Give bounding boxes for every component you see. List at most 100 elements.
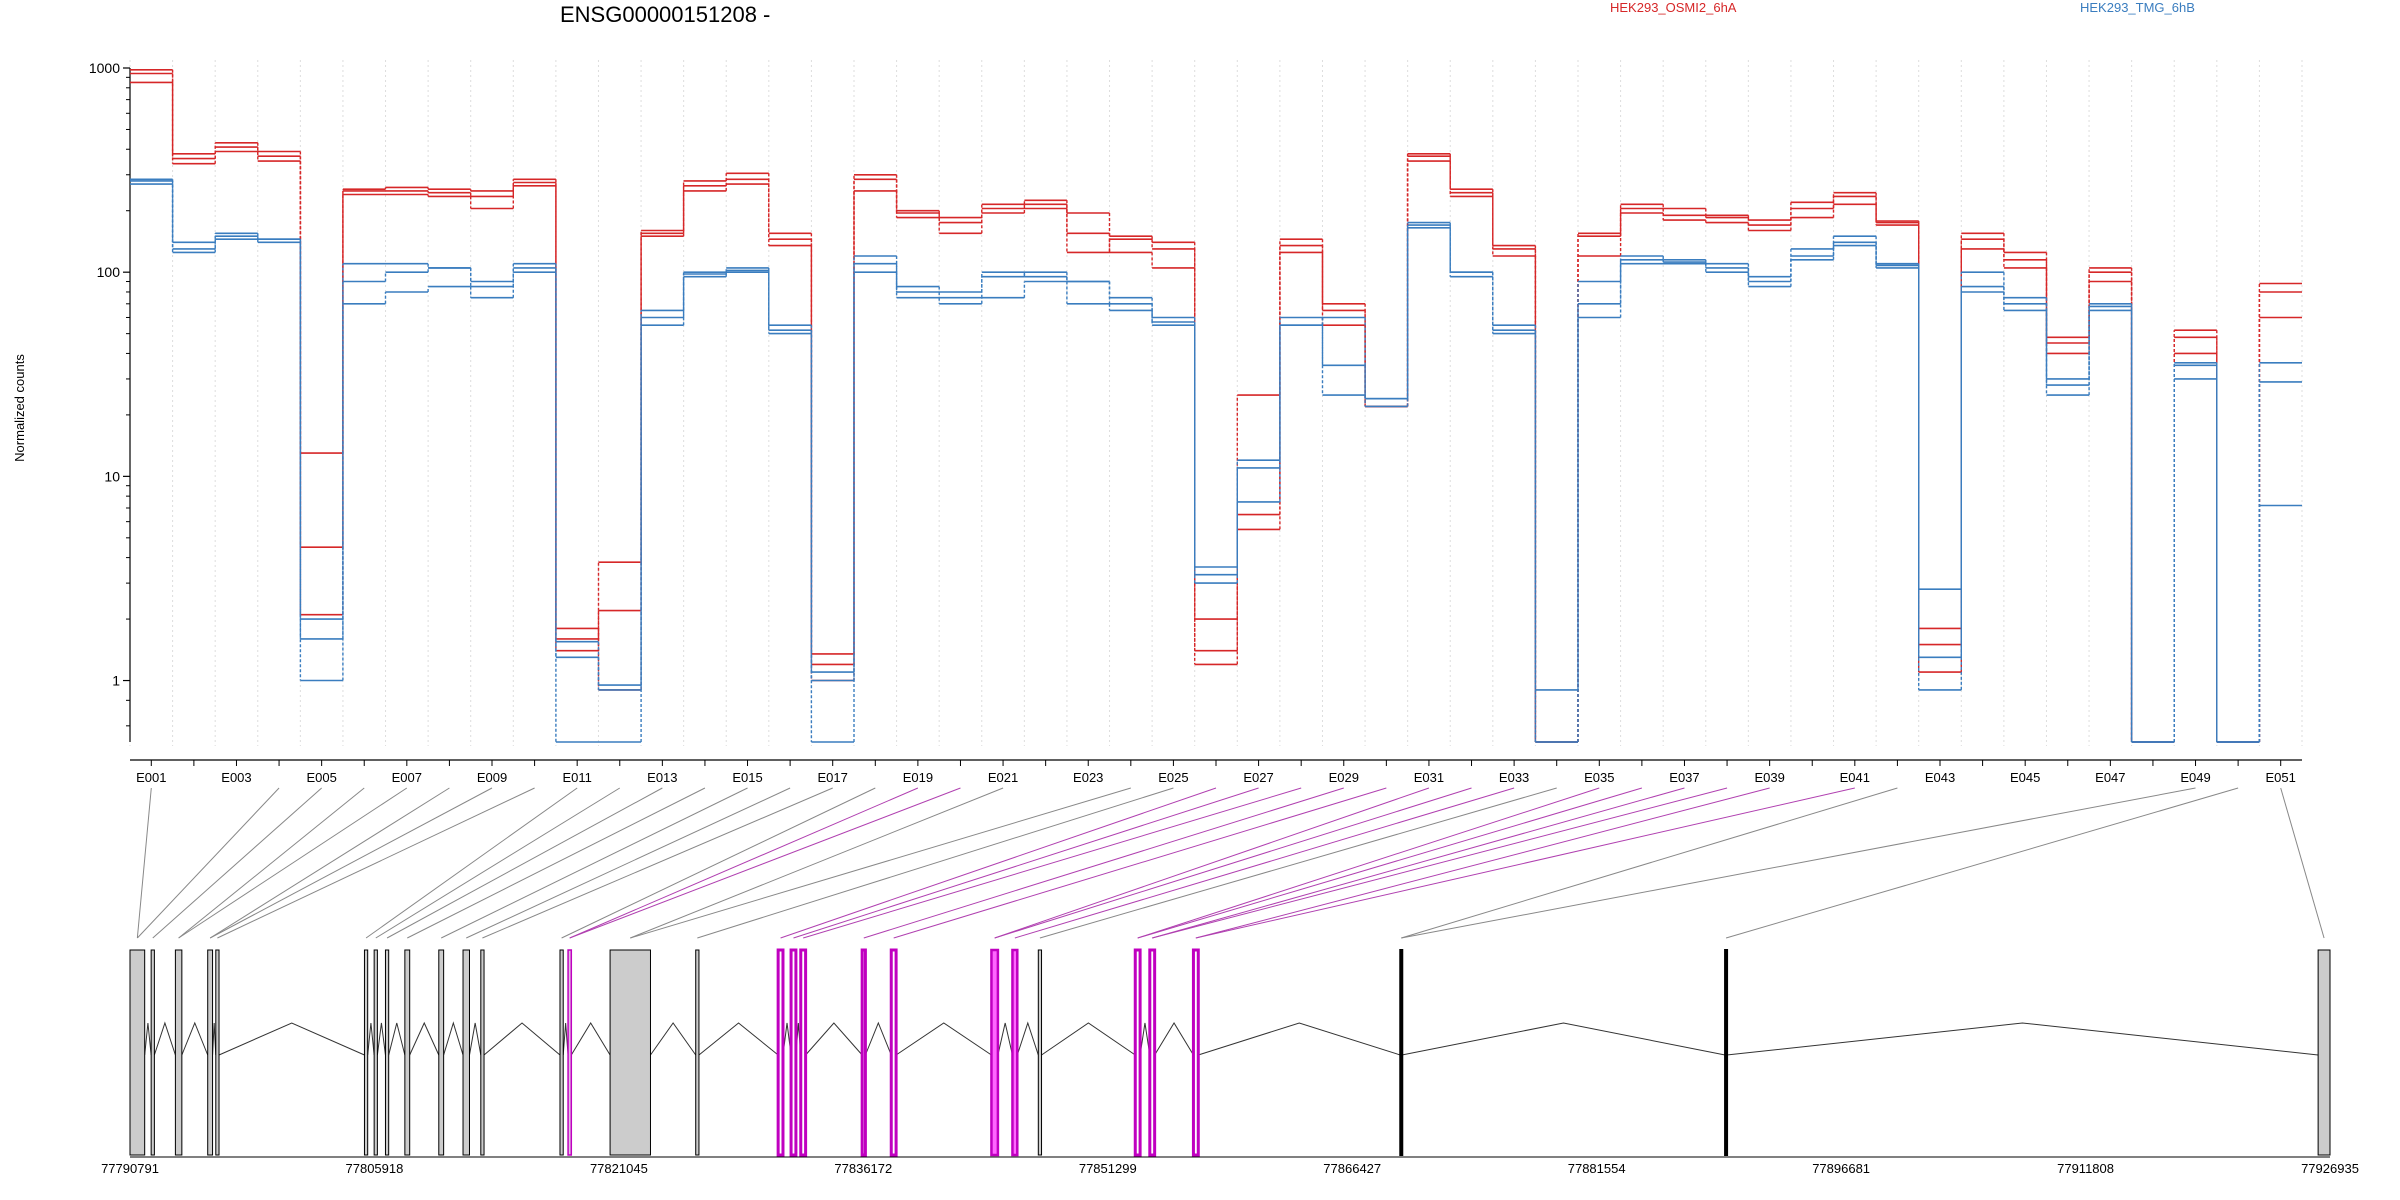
bin-connector xyxy=(994,787,1430,939)
bin-connector xyxy=(1401,787,1898,939)
bin-connector xyxy=(365,787,578,939)
series-line-2 xyxy=(130,69,2302,743)
genomic-tick-label: 77851299 xyxy=(1079,1161,1137,1176)
x-tick-label: E037 xyxy=(1669,770,1699,785)
exon-block xyxy=(150,949,155,1156)
exon-block xyxy=(860,948,867,1157)
intron-line xyxy=(562,1022,569,1056)
genomic-tick-label: 77896681 xyxy=(1812,1161,1870,1176)
intron-line xyxy=(153,1021,176,1056)
series-line-1 xyxy=(130,81,2302,743)
bin-connector xyxy=(466,787,791,939)
exon-block xyxy=(990,948,1000,1157)
exon-block xyxy=(799,948,808,1157)
axes: 1 10 100 1000 E001 E003 E005 E007 E009 E011 E013 E0… xyxy=(89,60,2302,785)
series-line-0 xyxy=(130,72,2302,743)
genomic-tick-label: 77821045 xyxy=(590,1161,648,1176)
exon-block xyxy=(384,949,390,1156)
exon-block xyxy=(567,949,573,1156)
bin-connector xyxy=(209,787,493,939)
x-tick-label: E001 xyxy=(136,770,166,785)
series-line-4 xyxy=(130,183,2302,743)
exon-block xyxy=(480,949,485,1156)
x-tick-label: E013 xyxy=(647,770,677,785)
intron-line xyxy=(895,1022,992,1056)
series-line-3 xyxy=(130,180,2302,743)
bin-connector xyxy=(893,787,1387,939)
intron-line xyxy=(1154,1022,1194,1056)
bin-connector xyxy=(440,787,748,939)
x-tick-label: E019 xyxy=(903,770,933,785)
series-connector-0 xyxy=(171,73,2261,742)
intron-line xyxy=(409,1021,440,1056)
x-tick-label: E033 xyxy=(1499,770,1529,785)
exon-block xyxy=(1037,949,1043,1156)
intron-line xyxy=(1139,1022,1151,1056)
bin-connector xyxy=(2280,787,2325,939)
x-tick-label: E045 xyxy=(2010,770,2040,785)
x-tick-label: E047 xyxy=(2095,770,2125,785)
bin-connector xyxy=(217,787,535,939)
series-line-5 xyxy=(130,178,2302,743)
x-tick-label: E015 xyxy=(732,770,762,785)
exon-block xyxy=(1011,948,1019,1157)
bin-connector xyxy=(994,787,1472,939)
exon-block xyxy=(2317,949,2331,1156)
legend-label-osmi2: HEK293_OSMI2_6hA xyxy=(1610,0,1737,15)
y-axis-label: Normalized counts xyxy=(12,354,27,462)
series-connector-2 xyxy=(171,69,2261,742)
bin-connector xyxy=(561,787,876,939)
y-tick-label: 1000 xyxy=(89,60,120,76)
y-tick-label: 1 xyxy=(112,673,120,689)
bin-connector xyxy=(863,787,1344,939)
bin-connector xyxy=(375,787,621,939)
bin-connector xyxy=(136,787,280,939)
x-tick-label: E005 xyxy=(306,770,336,785)
bin-connector xyxy=(803,787,1302,939)
genomic-tick-label: 77836172 xyxy=(834,1161,892,1176)
exon-block xyxy=(1191,948,1200,1157)
intron-line xyxy=(650,1022,697,1056)
bin-connector xyxy=(386,787,663,939)
x-tick-label: E035 xyxy=(1584,770,1614,785)
x-tick-label: E039 xyxy=(1754,770,1784,785)
bin-connector xyxy=(630,787,1004,939)
exon-block xyxy=(373,949,378,1156)
exon-block xyxy=(789,948,798,1157)
x-tick-label: E007 xyxy=(392,770,422,785)
x-tick-label: E027 xyxy=(1243,770,1273,785)
series-connector-5 xyxy=(171,179,2261,742)
bin-connector xyxy=(569,787,919,939)
bin-connector xyxy=(152,787,322,939)
x-tick-label: E021 xyxy=(988,770,1018,785)
intron-line xyxy=(1041,1022,1136,1056)
intron-line xyxy=(367,1022,375,1056)
genomic-tick-label: 77805918 xyxy=(346,1161,404,1176)
x-tick-label: E017 xyxy=(818,770,848,785)
intron-line xyxy=(1016,1021,1039,1056)
exon-block xyxy=(559,949,564,1156)
exon-block xyxy=(438,949,445,1156)
series-connector-1 xyxy=(171,82,2261,742)
exon-block xyxy=(174,949,183,1156)
x-tick-label: E043 xyxy=(1925,770,1955,785)
bin-connector xyxy=(1152,787,1728,939)
bin-connector xyxy=(1137,787,1643,939)
bin-connector xyxy=(569,787,961,939)
exon-block xyxy=(1133,948,1142,1157)
intron-line xyxy=(698,1022,779,1056)
genomic-tick-label: 77911808 xyxy=(2057,1161,2114,1176)
genomic-tick-label: 77790791 xyxy=(101,1161,159,1176)
series-connector-4 xyxy=(171,184,2261,742)
x-tick-label: E029 xyxy=(1329,770,1359,785)
bin-connector xyxy=(209,787,450,939)
bin-connector xyxy=(793,787,1259,939)
x-tick-label: E023 xyxy=(1073,770,1103,785)
bin-connector xyxy=(1137,787,1600,939)
intron-line xyxy=(997,1022,1013,1056)
series-lines xyxy=(130,69,2302,743)
bin-connector xyxy=(136,787,152,939)
bin-connector xyxy=(1195,787,1855,939)
genomic-tick-label: 77926935 xyxy=(2301,1161,2359,1176)
